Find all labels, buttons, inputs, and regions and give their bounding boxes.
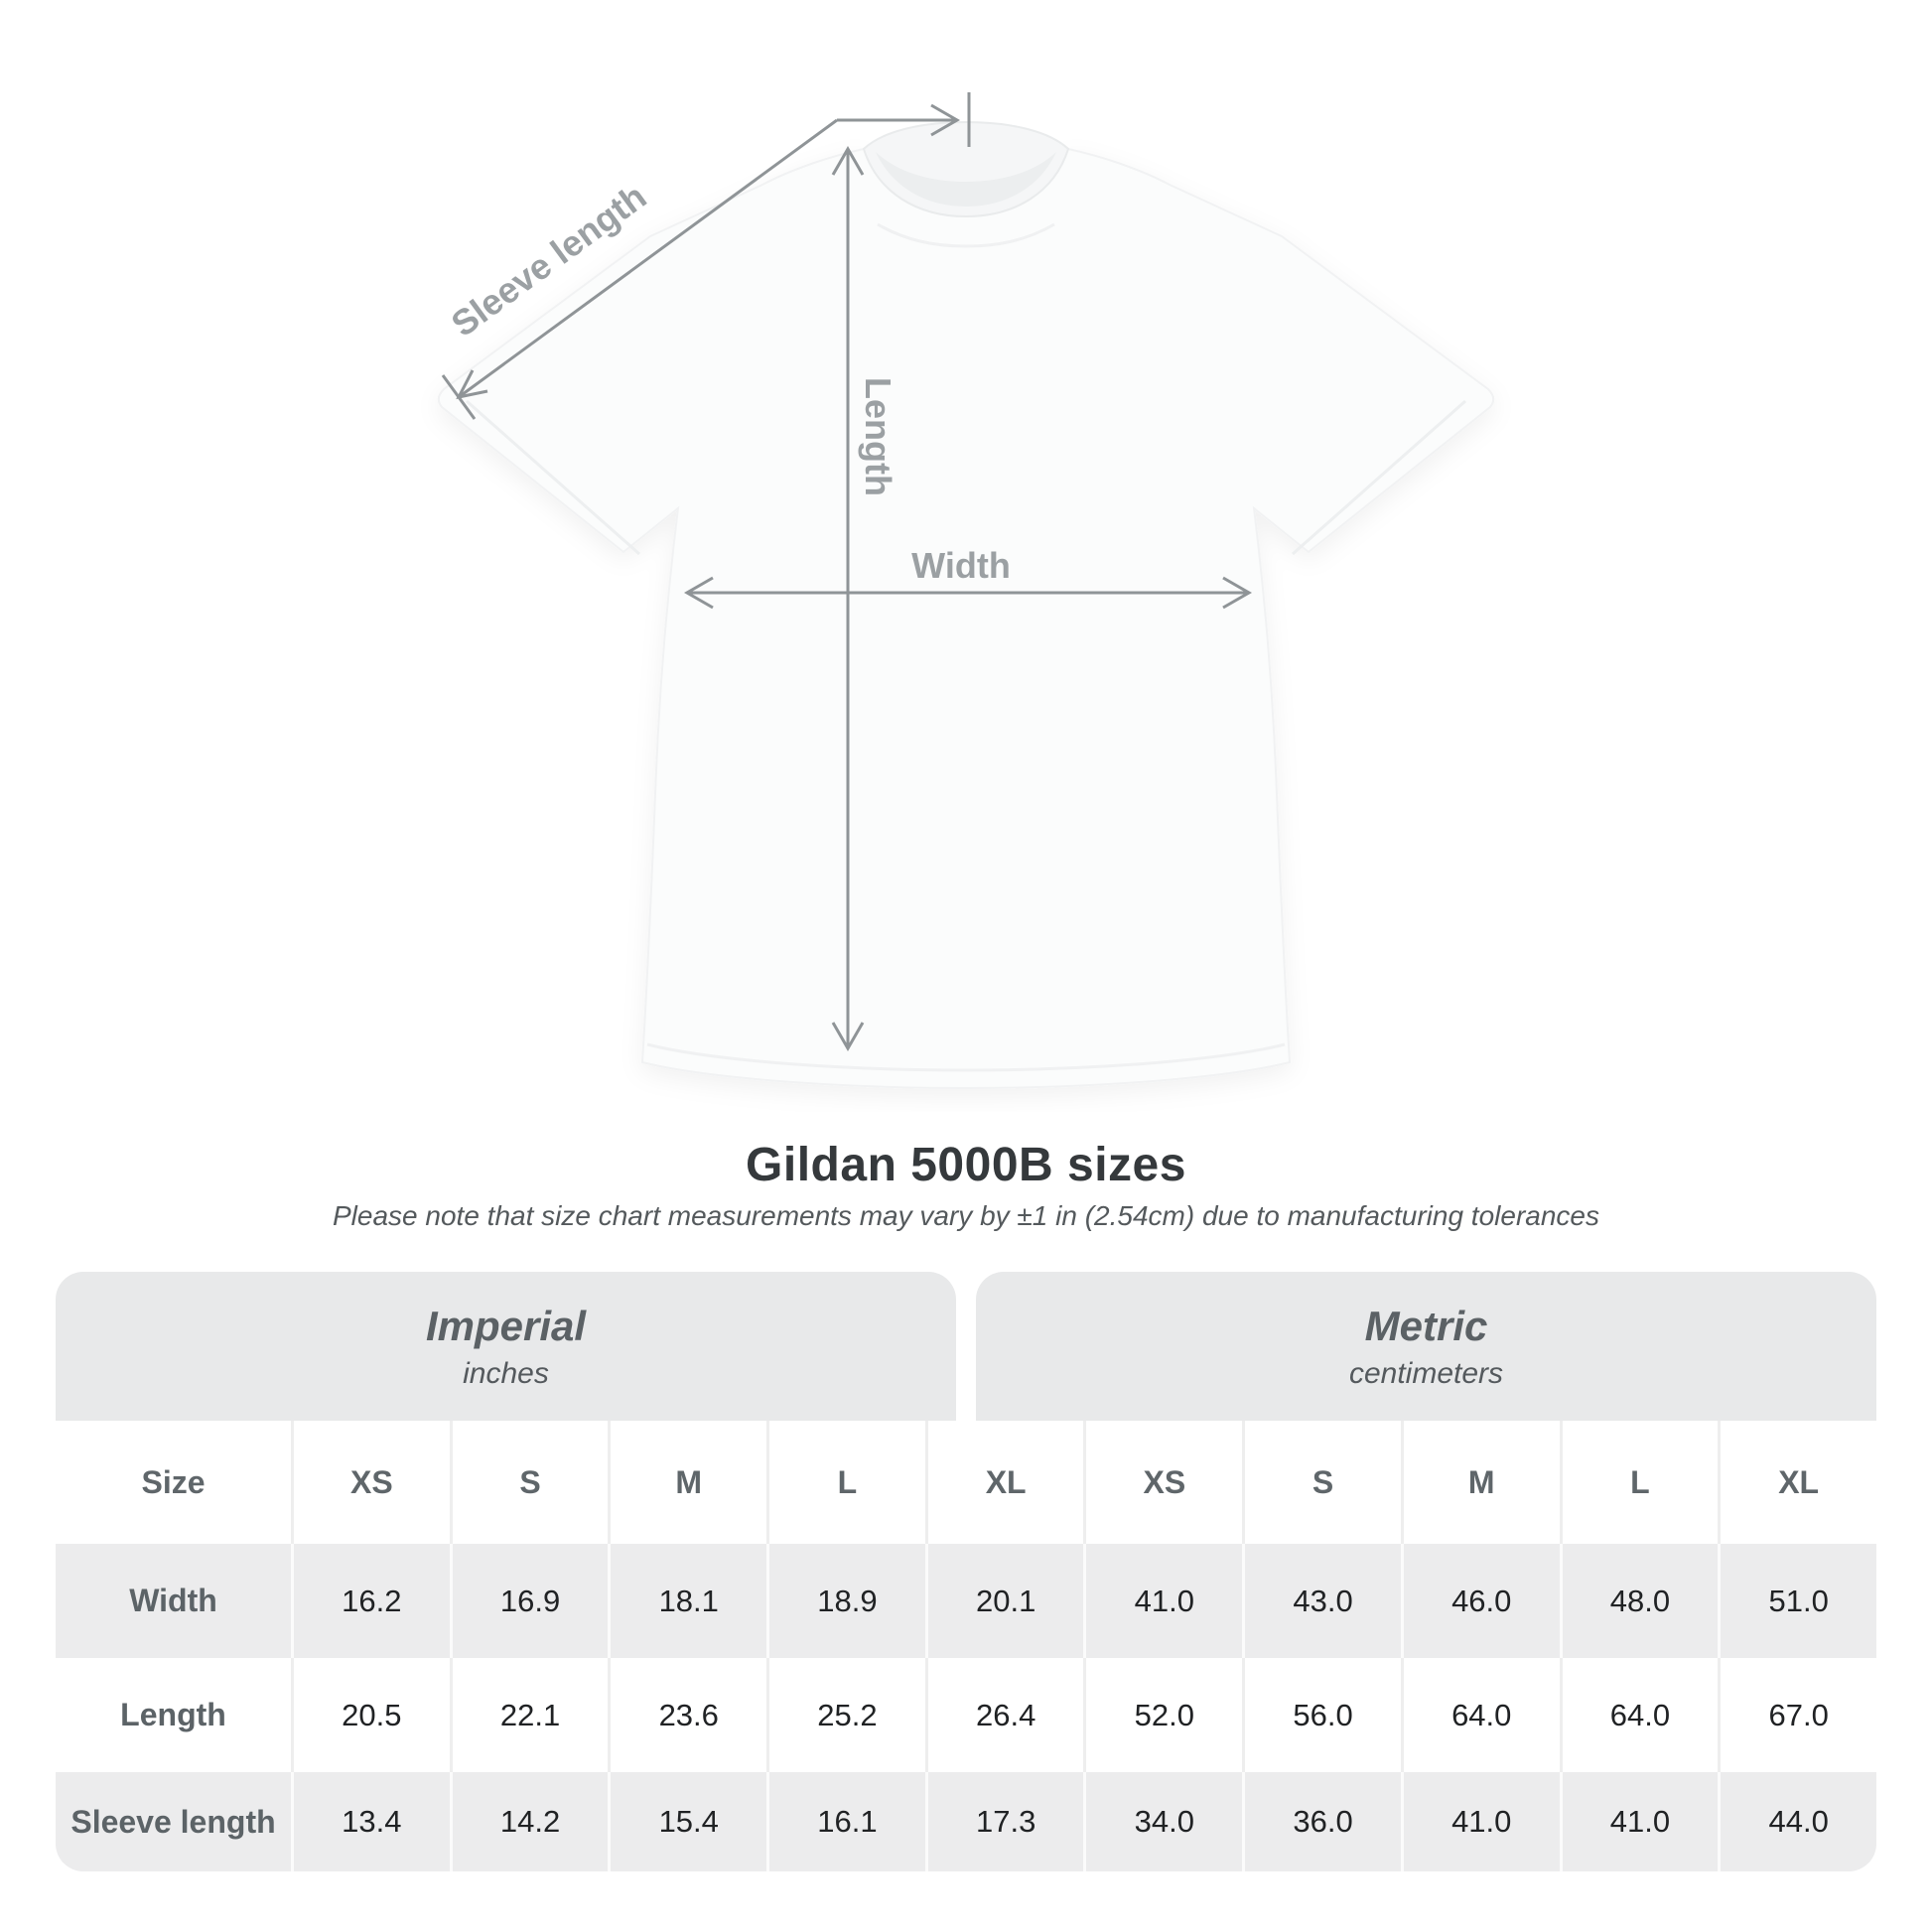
column-header-s-imperial: S [449,1421,609,1544]
size-chart-table: Imperial inches Metric centimeters Size … [56,1272,1876,1871]
length-dimension-line [831,145,865,1052]
column-header-xs-metric: XS [1083,1421,1242,1544]
length-xl-in: 26.4 [924,1658,1084,1772]
sleeve-s-cm: 36.0 [1242,1772,1401,1871]
metric-group-name: Metric [1364,1302,1488,1349]
sleeve-xs-cm: 34.0 [1083,1772,1242,1871]
metric-group-unit: centimeters [1348,1356,1504,1390]
width-s-in: 16.9 [449,1544,609,1658]
width-l-cm: 48.0 [1559,1544,1719,1658]
unit-band-metric: Metric centimeters [976,1272,1876,1421]
width-xl-cm: 51.0 [1718,1544,1876,1658]
imperial-group-name: Imperial [425,1302,587,1349]
imperial-group-unit: inches [463,1356,549,1390]
table-row-length: Length 20.5 22.1 23.6 25.2 26.4 52.0 56.… [56,1658,1876,1772]
width-m-in: 18.1 [608,1544,766,1658]
length-m-cm: 64.0 [1400,1658,1560,1772]
tshirt-graphic [437,120,1495,1090]
page-title: Gildan 5000B sizes [746,1139,1186,1191]
length-s-in: 22.1 [449,1658,609,1772]
length-xl-cm: 67.0 [1718,1658,1876,1772]
sleeve-xl-cm: 44.0 [1718,1772,1876,1871]
length-xs-cm: 52.0 [1083,1658,1242,1772]
column-header-size: Size [141,1463,206,1500]
column-header-xs-imperial: XS [291,1421,450,1544]
column-header-m-metric: M [1400,1421,1560,1544]
table-row-sleeve-length: Sleeve length 13.4 14.2 15.4 16.1 17.3 3… [56,1772,1876,1871]
sleeve-length-dimension-line [441,92,971,420]
length-l-cm: 64.0 [1559,1658,1719,1772]
width-xl-in: 20.1 [924,1544,1084,1658]
column-header-l-metric: L [1559,1421,1719,1544]
sleeve-l-in: 16.1 [766,1772,925,1871]
tshirt-diagram-svg: Sleeve length Length Width [437,92,1495,1090]
width-dimension-line [683,576,1253,610]
size-header-row: Size XS S M L XL XS S M L XL [56,1421,1876,1544]
tolerance-note: Please note that size chart measurements… [333,1200,1599,1231]
sleeve-l-cm: 41.0 [1559,1772,1719,1871]
sleeve-xs-in: 13.4 [291,1772,450,1871]
sleeve-s-in: 14.2 [449,1772,609,1871]
row-label-length: Length [120,1697,226,1732]
row-label-width: Width [129,1583,217,1618]
column-header-xl-imperial: XL [924,1421,1084,1544]
width-m-cm: 46.0 [1400,1544,1560,1658]
length-l-in: 25.2 [766,1658,925,1772]
width-xs-cm: 41.0 [1083,1544,1242,1658]
sleeve-m-cm: 41.0 [1400,1772,1560,1871]
width-xs-in: 16.2 [291,1544,450,1658]
width-s-cm: 43.0 [1242,1544,1401,1658]
length-label: Length [858,377,898,496]
length-xs-in: 20.5 [291,1658,450,1772]
width-l-in: 18.9 [766,1544,925,1658]
column-header-s-metric: S [1242,1421,1401,1544]
length-s-cm: 56.0 [1242,1658,1401,1772]
column-header-l-imperial: L [766,1421,925,1544]
width-label: Width [911,545,1011,586]
length-m-in: 23.6 [608,1658,766,1772]
unit-band: Imperial inches Metric centimeters [56,1272,1876,1421]
tshirt-measurement-diagram: Sleeve length Length Width [437,92,1495,1090]
sleeve-m-in: 15.4 [608,1772,766,1871]
column-header-m-imperial: M [608,1421,766,1544]
table-row-width: Width 16.2 16.9 18.1 18.9 20.1 41.0 43.0… [56,1544,1876,1658]
row-label-sleeve-length: Sleeve length [70,1803,276,1840]
sleeve-xl-in: 17.3 [924,1772,1084,1871]
unit-band-imperial: Imperial inches [56,1272,956,1421]
column-header-xl-metric: XL [1718,1421,1876,1544]
